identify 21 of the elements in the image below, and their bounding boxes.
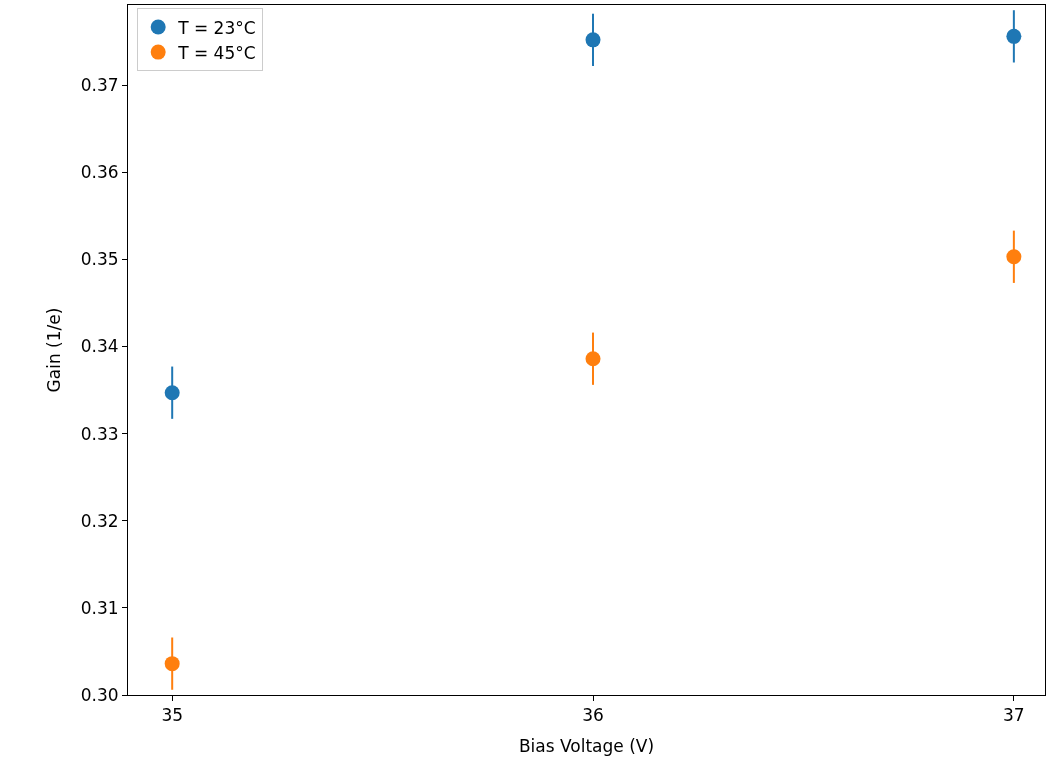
y-tick-label: 0.37 [80,75,119,96]
point [585,351,601,367]
point [164,656,180,672]
y-tick-label: 0.35 [80,249,119,270]
point [585,32,601,48]
y-tick-label: 0.30 [80,684,119,705]
legend-label: T = 23°C [177,17,256,38]
legend-label: T = 45°C [177,42,256,63]
x-tick-label: 35 [161,705,184,726]
x-tick-label: 37 [1003,705,1025,726]
y-tick-label: 0.33 [80,423,119,444]
y-tick-label: 0.36 [80,162,119,183]
y-tick-label: 0.34 [80,336,119,357]
point [1006,28,1022,44]
y-tick-label: 0.31 [80,597,119,618]
y-tick-label: 0.32 [80,510,119,531]
point [1006,249,1022,265]
x-tick-label: 36 [582,705,604,726]
y-axis-title: Gain (1/e) [44,307,65,393]
point [164,385,180,401]
x-axis-title: Bias Voltage (V) [518,735,655,756]
